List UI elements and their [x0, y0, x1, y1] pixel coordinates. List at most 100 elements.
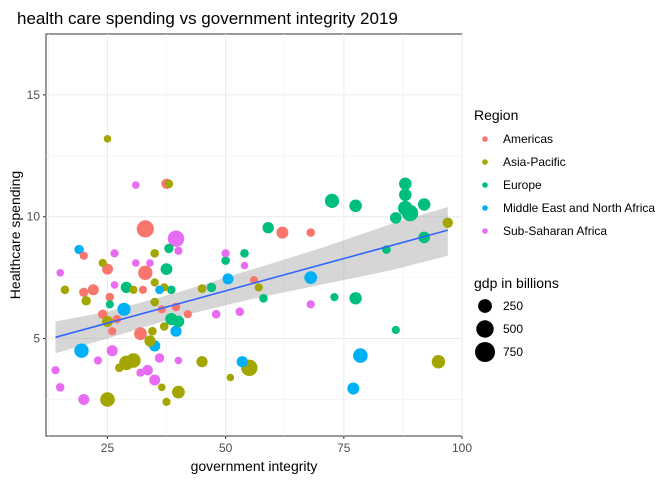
data-point	[174, 356, 183, 365]
data-point	[226, 373, 235, 382]
data-point	[164, 179, 174, 189]
data-point	[87, 284, 99, 296]
data-point	[349, 292, 362, 305]
data-point	[158, 383, 166, 392]
data-point	[160, 263, 173, 275]
data-point	[78, 394, 90, 405]
data-point	[240, 249, 249, 258]
data-point	[51, 366, 60, 375]
data-point	[159, 322, 169, 331]
data-point	[196, 356, 208, 368]
data-point	[79, 251, 88, 260]
data-point	[81, 296, 91, 306]
data-point	[155, 285, 164, 295]
trend-line	[55, 229, 449, 339]
data-point	[154, 353, 165, 363]
data-point	[108, 327, 117, 336]
data-point	[74, 244, 84, 255]
data-point	[330, 293, 339, 302]
legend-label: Europe	[503, 178, 542, 192]
x-tick-label: 100	[452, 441, 472, 455]
data-point	[399, 188, 412, 202]
data-point	[60, 285, 70, 295]
data-point	[79, 287, 89, 297]
legend-key	[482, 205, 488, 211]
data-point	[349, 199, 362, 213]
data-point	[150, 249, 159, 258]
trend-line-group	[55, 229, 449, 339]
data-point	[442, 217, 453, 228]
data-point	[174, 246, 183, 255]
data-point	[162, 397, 171, 406]
data-point	[170, 325, 182, 337]
y-ticks: 5 10 15	[27, 88, 46, 346]
data-point	[132, 181, 140, 189]
data-point	[183, 310, 192, 319]
data-point	[74, 343, 89, 358]
data-point	[222, 273, 234, 285]
legend-key	[482, 136, 488, 142]
data-point	[150, 278, 159, 287]
data-point	[98, 309, 108, 319]
data-point	[55, 383, 65, 392]
x-tick-label: 25	[101, 441, 115, 455]
data-point	[254, 283, 263, 292]
data-point	[138, 285, 147, 294]
size-legend-title: gdp in billions	[474, 275, 559, 291]
data-point	[276, 226, 289, 239]
data-point	[306, 228, 316, 237]
data-point	[240, 261, 249, 270]
size-legend-label: 750	[503, 345, 523, 359]
y-axis-title: Healthcare spending	[7, 171, 23, 299]
data-point	[106, 345, 118, 357]
data-point	[236, 356, 248, 368]
size-legend-label: 250	[503, 299, 523, 313]
data-point	[100, 392, 115, 407]
data-point	[148, 326, 157, 336]
size-legend-key	[475, 342, 495, 362]
data-point	[401, 204, 419, 222]
data-point	[142, 364, 153, 376]
size-legend-key	[476, 320, 494, 338]
data-points	[51, 135, 453, 407]
data-point	[149, 374, 161, 386]
color-legend: Region Americas Asia-Pacific Europe Middle E…	[474, 107, 655, 238]
legend-label: Asia-Pacific	[503, 155, 566, 169]
data-point	[146, 259, 154, 267]
data-point	[390, 212, 402, 224]
data-point	[197, 284, 207, 293]
data-point	[129, 285, 138, 294]
data-point	[150, 297, 159, 307]
data-point	[103, 135, 112, 143]
data-point	[138, 265, 153, 280]
data-point	[418, 198, 431, 211]
legend-label: Middle East and North Africa	[503, 201, 655, 215]
data-point	[136, 220, 154, 238]
data-point	[431, 355, 446, 369]
data-point	[56, 269, 64, 277]
size-legend: gdp in billions 250 500 750	[474, 275, 559, 362]
data-point	[117, 302, 131, 316]
grid-lines	[46, 34, 463, 436]
x-axis-title: government integrity	[191, 458, 318, 474]
legend-label: Americas	[503, 132, 553, 146]
size-legend-label: 500	[503, 322, 523, 336]
x-ticks: 25 50 75 100	[101, 436, 472, 455]
data-point	[259, 294, 268, 303]
data-point	[347, 382, 360, 395]
data-point	[110, 281, 119, 289]
data-point	[206, 282, 217, 293]
data-point	[221, 256, 230, 265]
data-point	[126, 353, 141, 368]
data-point	[324, 193, 340, 208]
data-point	[132, 259, 140, 267]
y-tick-label: 5	[33, 332, 40, 346]
data-point	[211, 309, 221, 319]
legend-label: Sub-Saharan Africa	[503, 224, 607, 238]
y-tick-label: 10	[27, 210, 41, 224]
data-point	[105, 300, 114, 309]
data-point	[353, 348, 368, 363]
data-point	[144, 335, 156, 347]
data-point	[110, 249, 119, 258]
